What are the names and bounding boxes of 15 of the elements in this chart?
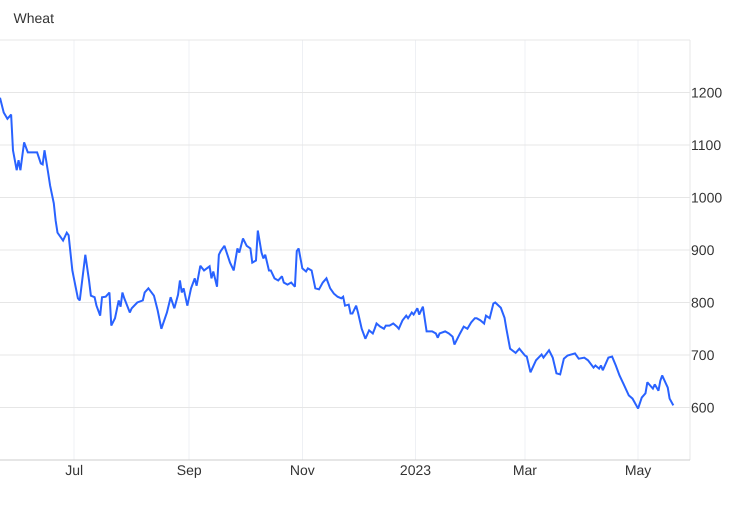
x-tick-label: Sep <box>176 462 202 478</box>
y-tick-label: 800 <box>691 294 715 310</box>
chart-title: Wheat <box>14 10 54 26</box>
y-tick-label: 1100 <box>691 136 722 153</box>
x-tick-label: Jul <box>65 462 84 478</box>
x-tick-label: May <box>624 462 652 478</box>
line-series <box>0 96 674 410</box>
y-tick-label: 1200 <box>691 84 722 100</box>
y-tick-label: 1000 <box>691 189 722 206</box>
x-tick-label: Nov <box>290 462 315 478</box>
y-tick-label: 600 <box>691 399 715 416</box>
x-tick-label: Mar <box>512 462 538 478</box>
y-tick-label: 900 <box>691 242 715 258</box>
y-tick-label: 700 <box>691 346 715 363</box>
x-tick-label: 2023 <box>400 462 432 478</box>
